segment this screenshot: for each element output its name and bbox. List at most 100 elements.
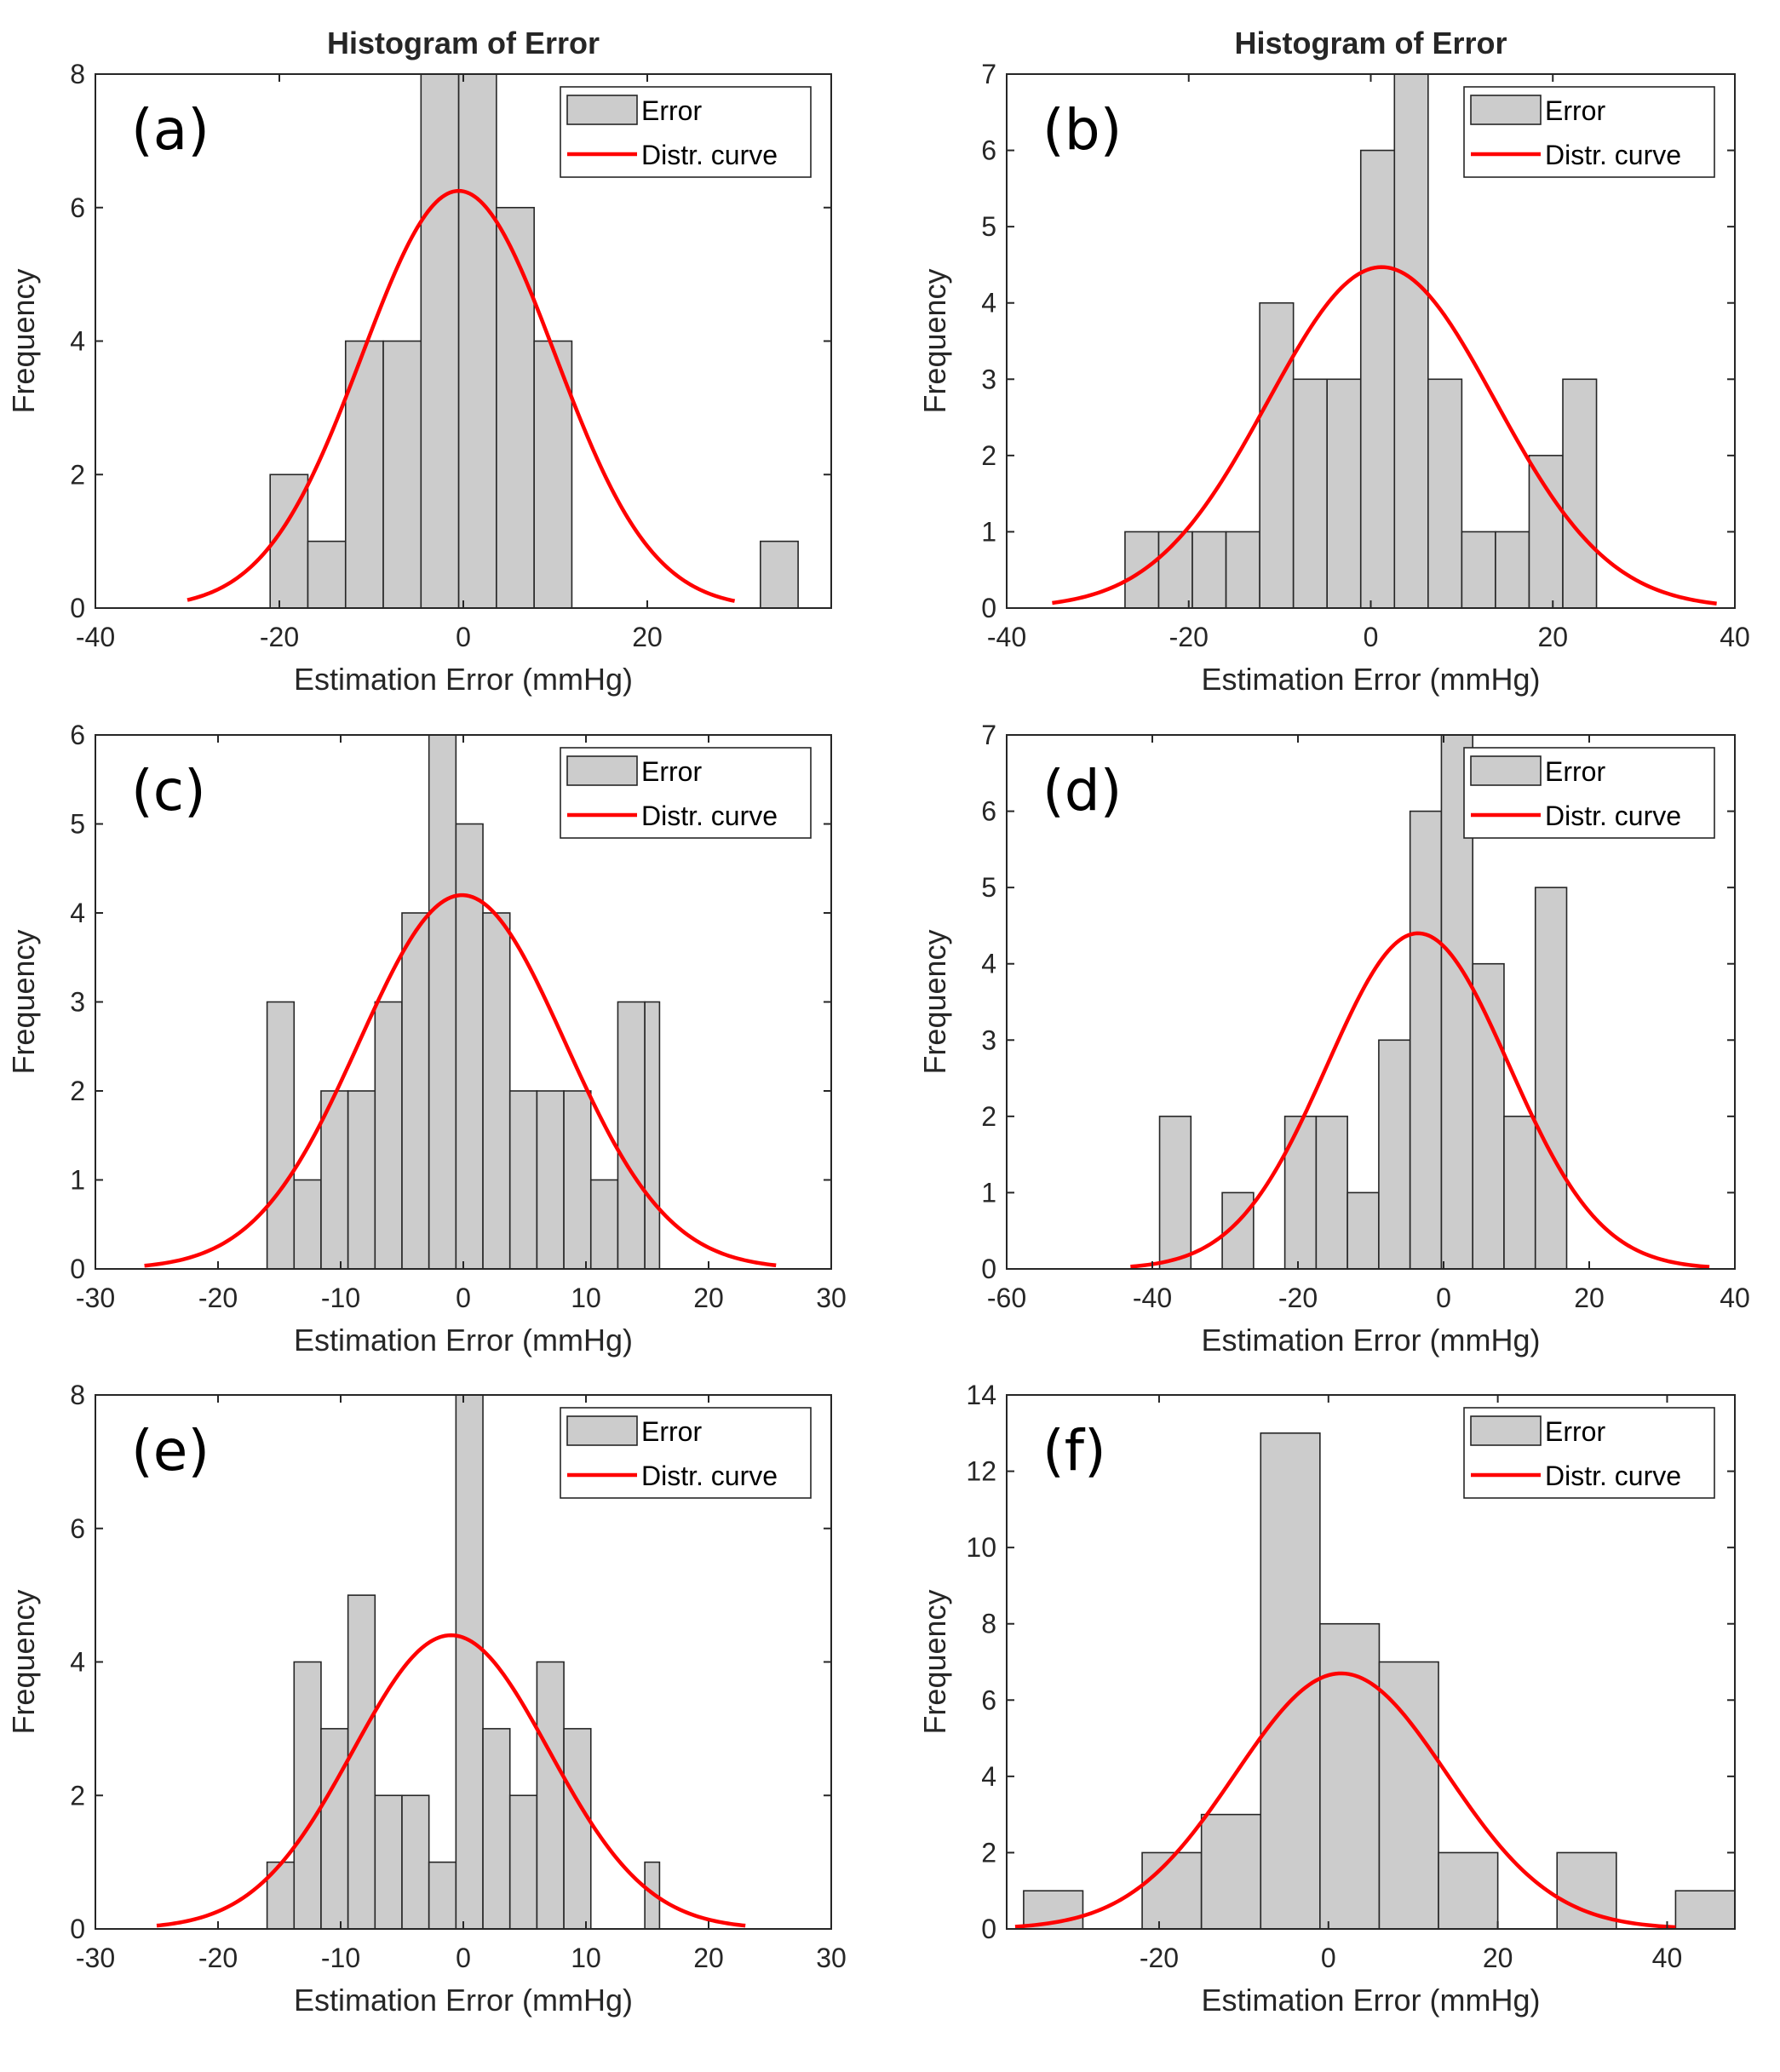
- histogram-bar: [320, 1728, 349, 1930]
- legend-bar-swatch: [1470, 755, 1542, 786]
- distribution-curve: [144, 893, 777, 1268]
- y-tick-label: 0: [70, 1914, 85, 1944]
- x-tick-label: -30: [76, 1283, 115, 1313]
- panel-label: (f): [1042, 1418, 1106, 1484]
- histogram-bar: [1674, 1890, 1736, 1930]
- x-tick-label: -10: [321, 1283, 360, 1313]
- histogram-bar: [1503, 1116, 1536, 1270]
- histogram-bar: [293, 1661, 322, 1930]
- legend-label-error: Error: [1545, 756, 1605, 787]
- y-tick-label: 1: [70, 1165, 85, 1196]
- y-axis-label: Frequency: [917, 1589, 952, 1734]
- histogram-bar: [563, 1728, 592, 1930]
- y-tick-label: 2: [70, 459, 85, 490]
- y-tick-label: 2: [981, 1101, 996, 1132]
- y-tick-label: 2: [981, 440, 996, 471]
- histogram-bar: [1495, 531, 1530, 609]
- x-tick-label: -20: [198, 1943, 238, 1973]
- histogram-bar: [347, 1090, 376, 1270]
- histogram-bar: [589, 1179, 619, 1270]
- distribution-curve: [187, 188, 736, 603]
- panel-f: -20 0 20 40 0 2 4 6 8 10 12 14 Estimation Error (mmH…: [917, 1380, 1736, 2017]
- y-tick-label: 3: [981, 364, 996, 394]
- panel-d: -60 -40 -20 0 20 40 0 1 2 3 4 5 6 7 Estimation Error (…: [917, 720, 1750, 1357]
- histogram-bar: [382, 340, 422, 609]
- y-tick-label: 0: [981, 1254, 996, 1284]
- panel-e: -30 -20 -10 0 10 20 30 0 2 4 6 8 Estimation Error (m…: [6, 1380, 847, 2017]
- x-axis-label: Estimation Error (mmHg): [294, 1323, 633, 1357]
- x-tick-label: -20: [1140, 1943, 1179, 1973]
- histogram-bar: [1359, 149, 1396, 609]
- x-axis-label: Estimation Error (mmHg): [1201, 1983, 1540, 2017]
- histogram-bar: [307, 540, 347, 609]
- y-tick-label: 4: [70, 1647, 85, 1678]
- y-tick-label: 5: [70, 809, 85, 840]
- histogram-bar: [482, 912, 511, 1270]
- x-tick-label: -60: [987, 1283, 1026, 1313]
- histogram-bar: [1292, 378, 1329, 609]
- legend: Error Distr. curve: [1463, 747, 1715, 839]
- histogram-bar: [1562, 378, 1598, 609]
- y-tick-label: 4: [981, 949, 996, 979]
- legend-bar-swatch: [1470, 95, 1542, 125]
- x-axis-label: Estimation Error (mmHg): [294, 662, 633, 697]
- legend: Error Distr. curve: [1463, 86, 1715, 178]
- legend: Error Distr. curve: [560, 86, 812, 178]
- histogram-bar: [1534, 887, 1568, 1270]
- legend-label-error: Error: [641, 95, 702, 126]
- histogram-bar: [1427, 378, 1463, 609]
- y-tick-label: 2: [70, 1780, 85, 1811]
- legend-label-error: Error: [641, 1416, 702, 1447]
- distribution-curve: [1014, 1671, 1676, 1930]
- y-tick-label: 8: [70, 1380, 85, 1410]
- legend-label-curve: Distr. curve: [1545, 801, 1681, 831]
- histogram-bar: [1283, 1116, 1318, 1270]
- x-tick-label: -40: [987, 622, 1026, 652]
- histogram-bar: [1319, 1622, 1381, 1930]
- y-tick-label: 6: [70, 1513, 85, 1544]
- y-axis-label: Frequency: [6, 1589, 41, 1734]
- legend: Error Distr. curve: [560, 1407, 812, 1499]
- x-tick-label: -10: [321, 1943, 360, 1973]
- x-tick-label: 20: [632, 622, 663, 652]
- histogram-bar: [1528, 455, 1564, 609]
- legend-label-error: Error: [641, 756, 702, 787]
- y-tick-label: 6: [70, 192, 85, 223]
- y-axis-label: Frequency: [917, 268, 952, 413]
- histogram-bar: [617, 1001, 646, 1270]
- y-tick-label: 5: [981, 211, 996, 242]
- histogram-bar: [1378, 1039, 1411, 1270]
- x-tick-label: 30: [816, 1943, 847, 1973]
- histogram-bar: [1461, 531, 1496, 609]
- histogram-bar: [1225, 531, 1260, 609]
- histogram-bar: [374, 1794, 403, 1930]
- chart-title: Histogram of Error: [327, 26, 600, 60]
- legend-label-curve: Distr. curve: [641, 801, 778, 831]
- chart-title: Histogram of Error: [1234, 26, 1507, 60]
- x-tick-label: -20: [1278, 1283, 1318, 1313]
- x-tick-label: -20: [260, 622, 299, 652]
- x-tick-label: -40: [76, 622, 115, 652]
- y-tick-label: 12: [966, 1456, 996, 1487]
- histogram-bar: [1200, 1813, 1262, 1930]
- histogram-bar: [1141, 1851, 1203, 1930]
- histogram-bars: [266, 734, 661, 1270]
- panel-label: (b): [1042, 97, 1122, 163]
- y-tick-label: 3: [981, 1025, 996, 1055]
- legend-label-curve: Distr. curve: [641, 140, 778, 170]
- panel-label: (e): [131, 1418, 210, 1484]
- x-tick-label: 10: [571, 1943, 601, 1973]
- legend-label-error: Error: [1545, 1416, 1605, 1447]
- y-tick-label: 5: [981, 872, 996, 903]
- panel-label: (c): [131, 758, 206, 824]
- histogram-bar: [1438, 1851, 1499, 1930]
- x-tick-label: 30: [816, 1283, 847, 1313]
- histogram-bar: [496, 206, 535, 609]
- y-axis-label: Frequency: [6, 268, 41, 413]
- legend: Error Distr. curve: [1463, 1407, 1715, 1499]
- y-tick-label: 2: [70, 1076, 85, 1106]
- y-tick-label: 7: [981, 59, 996, 89]
- y-tick-label: 2: [981, 1837, 996, 1868]
- distribution-curve: [1130, 931, 1710, 1269]
- y-tick-label: 4: [70, 898, 85, 928]
